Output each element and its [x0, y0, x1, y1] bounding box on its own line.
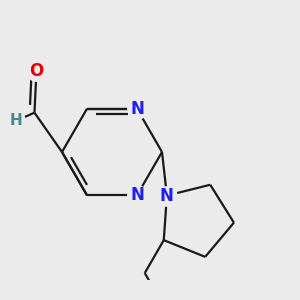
Text: O: O — [29, 62, 44, 80]
Text: N: N — [160, 187, 174, 205]
Text: N: N — [130, 186, 144, 204]
Text: N: N — [130, 100, 144, 118]
Text: H: H — [10, 113, 23, 128]
